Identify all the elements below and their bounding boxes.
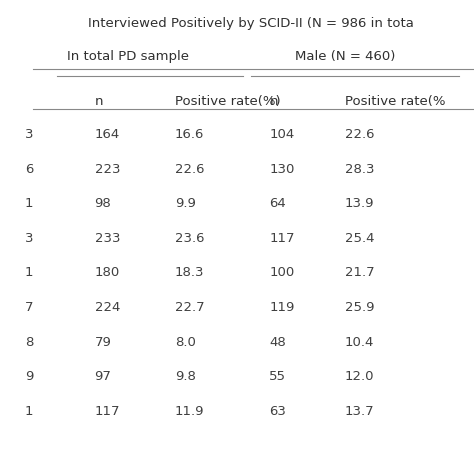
Text: 1: 1 bbox=[25, 405, 33, 418]
Text: 11.9: 11.9 bbox=[175, 405, 204, 418]
Text: 117: 117 bbox=[94, 405, 120, 418]
Text: 22.6: 22.6 bbox=[175, 163, 204, 175]
Text: 63: 63 bbox=[269, 405, 286, 418]
Text: In total PD sample: In total PD sample bbox=[67, 50, 189, 63]
Text: 28.3: 28.3 bbox=[345, 163, 374, 175]
Text: 97: 97 bbox=[94, 370, 111, 383]
Text: 13.9: 13.9 bbox=[345, 197, 374, 210]
Text: 79: 79 bbox=[94, 336, 111, 348]
Text: 8: 8 bbox=[25, 336, 33, 348]
Text: 9.9: 9.9 bbox=[175, 197, 196, 210]
Text: 98: 98 bbox=[94, 197, 111, 210]
Text: 16.6: 16.6 bbox=[175, 128, 204, 141]
Text: 48: 48 bbox=[269, 336, 286, 348]
Text: 3: 3 bbox=[25, 232, 33, 245]
Text: Male (N = 460): Male (N = 460) bbox=[295, 50, 395, 63]
Text: 55: 55 bbox=[269, 370, 286, 383]
Text: 23.6: 23.6 bbox=[175, 232, 204, 245]
Text: 10.4: 10.4 bbox=[345, 336, 374, 348]
Text: 25.9: 25.9 bbox=[345, 301, 374, 314]
Text: 9: 9 bbox=[25, 370, 33, 383]
Text: Interviewed Positively by SCID-II (N = 986 in tota: Interviewed Positively by SCID-II (N = 9… bbox=[88, 17, 413, 29]
Text: 119: 119 bbox=[269, 301, 295, 314]
Text: 223: 223 bbox=[94, 163, 120, 175]
Text: 21.7: 21.7 bbox=[345, 266, 374, 279]
Text: 12.0: 12.0 bbox=[345, 370, 374, 383]
Text: 100: 100 bbox=[269, 266, 295, 279]
Text: 180: 180 bbox=[94, 266, 120, 279]
Text: n: n bbox=[94, 95, 103, 108]
Text: 22.7: 22.7 bbox=[175, 301, 204, 314]
Text: 130: 130 bbox=[269, 163, 295, 175]
Text: n: n bbox=[269, 95, 278, 108]
Text: 18.3: 18.3 bbox=[175, 266, 204, 279]
Text: 64: 64 bbox=[269, 197, 286, 210]
Text: 233: 233 bbox=[94, 232, 120, 245]
Text: 224: 224 bbox=[94, 301, 120, 314]
Text: Positive rate(%): Positive rate(%) bbox=[175, 95, 281, 108]
Text: 22.6: 22.6 bbox=[345, 128, 374, 141]
Text: 7: 7 bbox=[25, 301, 33, 314]
Text: 117: 117 bbox=[269, 232, 295, 245]
Text: 8.0: 8.0 bbox=[175, 336, 196, 348]
Text: 25.4: 25.4 bbox=[345, 232, 374, 245]
Text: 1: 1 bbox=[25, 266, 33, 279]
Text: 164: 164 bbox=[94, 128, 120, 141]
Text: 3: 3 bbox=[25, 128, 33, 141]
Text: 13.7: 13.7 bbox=[345, 405, 374, 418]
Text: 1: 1 bbox=[25, 197, 33, 210]
Text: 6: 6 bbox=[25, 163, 33, 175]
Text: Positive rate(%: Positive rate(% bbox=[345, 95, 446, 108]
Text: 9.8: 9.8 bbox=[175, 370, 196, 383]
Text: 104: 104 bbox=[269, 128, 295, 141]
